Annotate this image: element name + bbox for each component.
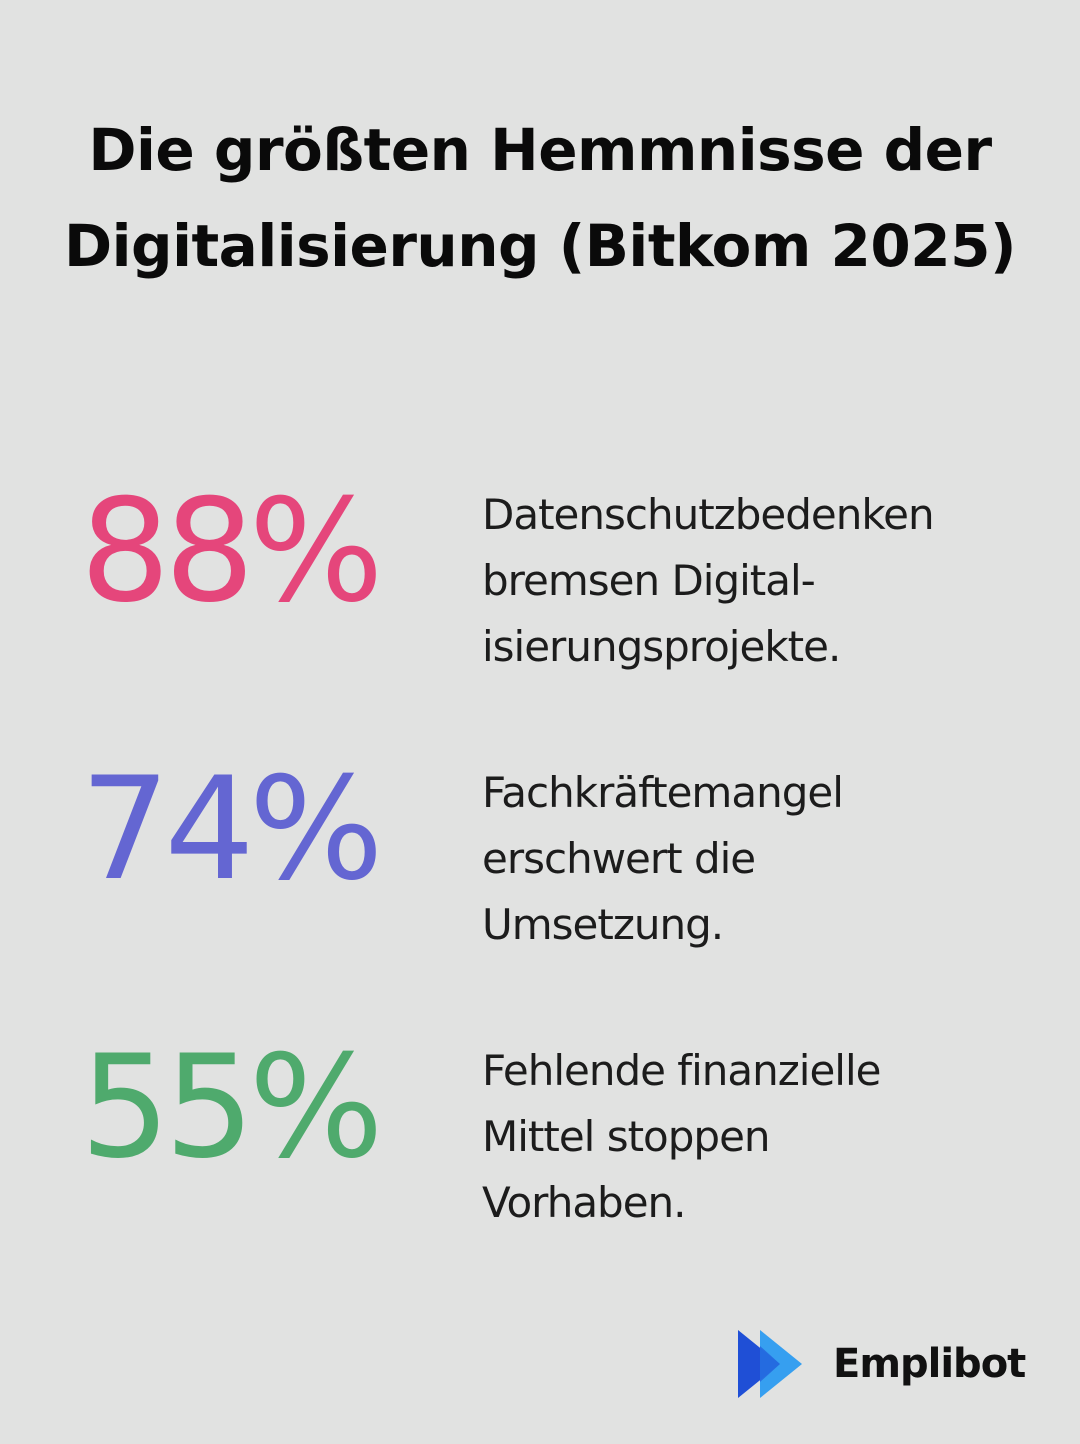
- stat-description-line: Datenschutzbedenken: [482, 490, 935, 539]
- stat-description: Datenschutzbedenken bremsen Digital- isi…: [482, 482, 1062, 680]
- stat-block-data-privacy: 88% Datenschutzbedenken bremsen Digital-…: [0, 472, 1080, 672]
- stat-block-skills-shortage: 74% Fachkräftemangel erschwert die Umset…: [0, 750, 1080, 950]
- stat-value: 74%: [80, 747, 384, 912]
- page-title: Die größten Hemmnisse der Digitalisierun…: [64, 116, 1016, 280]
- stat-description-line: bremsen Digital-: [482, 556, 816, 605]
- play-arrows-logo-icon: [738, 1330, 802, 1398]
- stat-description-line: Umsetzung.: [482, 900, 724, 949]
- stat-description: Fehlende finanzielle Mittel stoppen Vorh…: [482, 1038, 1062, 1236]
- stat-description-line: Fehlende finanzielle: [482, 1046, 881, 1095]
- brand-name: Emplibot: [833, 1341, 1026, 1387]
- stat-description: Fachkräftemangel erschwert die Umsetzung…: [482, 760, 1062, 958]
- stat-value: 88%: [80, 469, 384, 634]
- stat-value: 55%: [80, 1025, 384, 1190]
- stat-description-line: Mittel stoppen: [482, 1112, 771, 1161]
- stat-description-line: Fachkräftemangel: [482, 768, 844, 817]
- stat-block-funding: 55% Fehlende finanzielle Mittel stoppen …: [0, 1028, 1080, 1228]
- stat-description-line: isierungsprojekte.: [482, 622, 841, 671]
- stat-description-line: Vorhaben.: [482, 1178, 687, 1227]
- brand-logo: Emplibot: [736, 1328, 1046, 1400]
- stat-description-line: erschwert die: [482, 834, 756, 883]
